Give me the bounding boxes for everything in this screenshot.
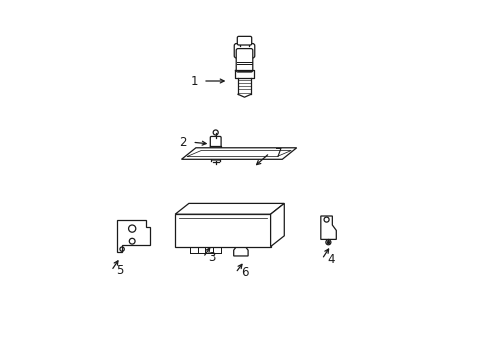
Polygon shape xyxy=(175,214,270,247)
Text: 4: 4 xyxy=(326,253,334,266)
Text: 1: 1 xyxy=(190,75,198,87)
Polygon shape xyxy=(181,148,296,159)
Polygon shape xyxy=(186,150,291,157)
Text: 6: 6 xyxy=(240,266,248,279)
Text: 2: 2 xyxy=(179,136,187,149)
Text: 3: 3 xyxy=(208,251,215,264)
FancyBboxPatch shape xyxy=(237,36,251,45)
Polygon shape xyxy=(320,216,336,239)
Text: 7: 7 xyxy=(274,147,282,159)
Polygon shape xyxy=(175,203,284,214)
FancyBboxPatch shape xyxy=(236,49,252,72)
Polygon shape xyxy=(117,220,150,252)
Text: 5: 5 xyxy=(116,264,124,277)
Polygon shape xyxy=(270,203,284,247)
FancyBboxPatch shape xyxy=(210,136,221,147)
FancyBboxPatch shape xyxy=(234,44,254,58)
Polygon shape xyxy=(233,239,247,256)
